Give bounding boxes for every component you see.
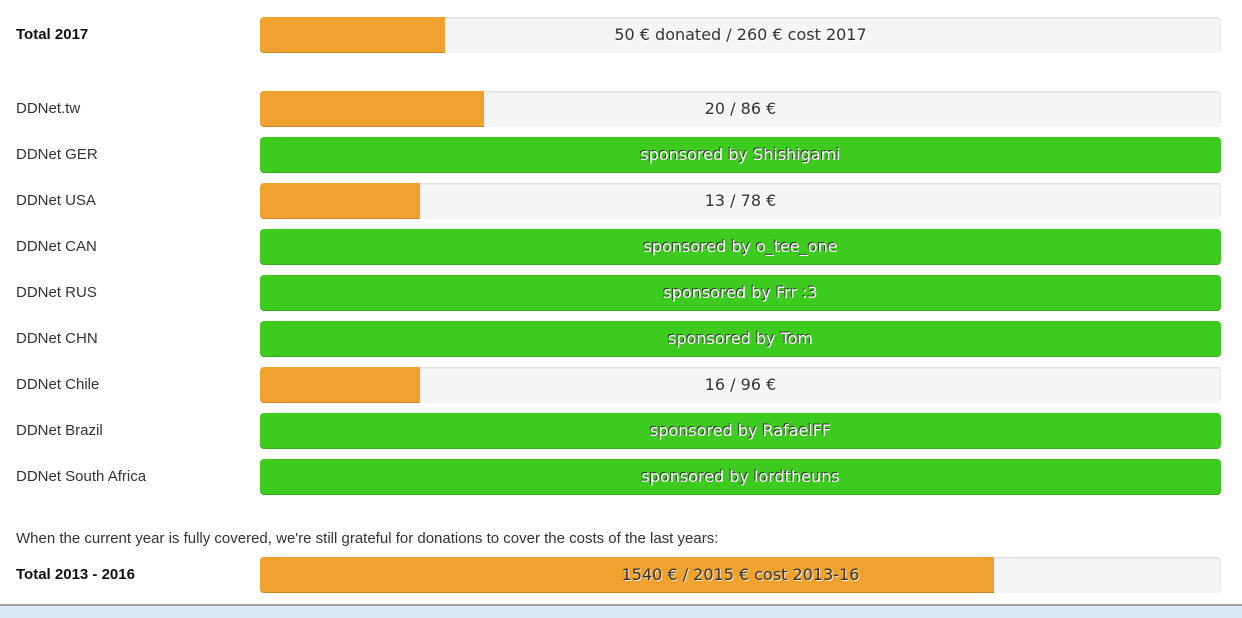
progress-track: 13 / 78 € xyxy=(260,183,1221,219)
prev-progress-fill xyxy=(260,557,995,593)
donation-row: DDNet CHN sponsored by Tom xyxy=(0,321,1242,357)
footer-panel-strip xyxy=(0,604,1242,618)
donation-row: DDNet USA 13 / 78 € xyxy=(0,183,1242,219)
progress-text: sponsored by Frr :3 xyxy=(663,283,818,302)
progress-fill xyxy=(260,183,421,219)
progress-text: 16 / 96 € xyxy=(704,375,777,394)
server-label: DDNet South Africa xyxy=(16,468,147,485)
progress-text: 1540 € / 2015 € cost 2013-16 xyxy=(621,565,860,584)
progress-text: sponsored by o_tee_one xyxy=(643,237,838,256)
server-label: DDNet RUS xyxy=(16,284,97,301)
progress-fill xyxy=(260,137,1221,173)
server-label: Total 2017 xyxy=(16,26,89,43)
progress-fill xyxy=(260,17,445,53)
progress-track: sponsored by o_tee_one xyxy=(260,229,1221,265)
server-label: DDNet Brazil xyxy=(16,422,103,439)
progress-track: 1540 € / 2015 € cost 2013-16 xyxy=(260,557,1221,593)
progress-fill xyxy=(260,413,1221,449)
donation-row: DDNet RUS sponsored by Frr :3 xyxy=(0,275,1242,311)
progress-track: 50 € donated / 260 € cost 2017 xyxy=(260,17,1221,53)
progress-fill xyxy=(260,275,1221,311)
donation-row: DDNet South Africa sponsored by lordtheu… xyxy=(0,459,1242,495)
donation-row: Total 2017 50 € donated / 260 € cost 201… xyxy=(0,17,1242,53)
server-label: DDNet.tw xyxy=(16,100,81,117)
progress-text: sponsored by RafaelFF xyxy=(649,421,832,440)
donation-row: DDNet Brazil sponsored by RafaelFF xyxy=(0,413,1242,449)
progress-track: 16 / 96 € xyxy=(260,367,1221,403)
progress-text: 13 / 78 € xyxy=(704,191,777,210)
progress-fill xyxy=(260,367,421,403)
progress-text: sponsored by Tom xyxy=(668,329,813,348)
progress-track: 20 / 86 € xyxy=(260,91,1221,127)
progress-fill xyxy=(260,91,484,127)
progress-track: sponsored by Frr :3 xyxy=(260,275,1221,311)
donation-row: DDNet GER sponsored by Shishigami xyxy=(0,137,1242,173)
progress-text: 20 / 86 € xyxy=(704,99,777,118)
progress-fill xyxy=(260,459,1221,495)
server-label: DDNet USA xyxy=(16,192,97,209)
progress-fill xyxy=(260,229,1221,265)
server-label: DDNet CHN xyxy=(16,330,98,347)
server-label: DDNet GER xyxy=(16,146,98,163)
progress-text: sponsored by lordtheuns xyxy=(641,467,840,486)
previous-years-note: When the current year is fully covered, … xyxy=(16,530,719,547)
server-label: DDNet Chile xyxy=(16,376,100,393)
server-label: Total 2013 - 2016 xyxy=(16,566,135,583)
progress-track: sponsored by Tom xyxy=(260,321,1221,357)
progress-text: sponsored by Shishigami xyxy=(640,145,841,164)
donation-row: DDNet CAN sponsored by o_tee_one xyxy=(0,229,1242,265)
progress-fill xyxy=(260,321,1221,357)
progress-track: sponsored by Shishigami xyxy=(260,137,1221,173)
server-label: DDNet CAN xyxy=(16,238,97,255)
progress-track: sponsored by RafaelFF xyxy=(260,413,1221,449)
progress-track: sponsored by lordtheuns xyxy=(260,459,1221,495)
donation-row: DDNet.tw 20 / 86 € xyxy=(0,91,1242,127)
progress-text: 50 € donated / 260 € cost 2017 xyxy=(614,25,867,44)
donation-row: DDNet Chile 16 / 96 € xyxy=(0,367,1242,403)
donation-row-previous-years: Total 2013 - 2016 1540 € / 2015 € cost 2… xyxy=(0,557,1242,593)
